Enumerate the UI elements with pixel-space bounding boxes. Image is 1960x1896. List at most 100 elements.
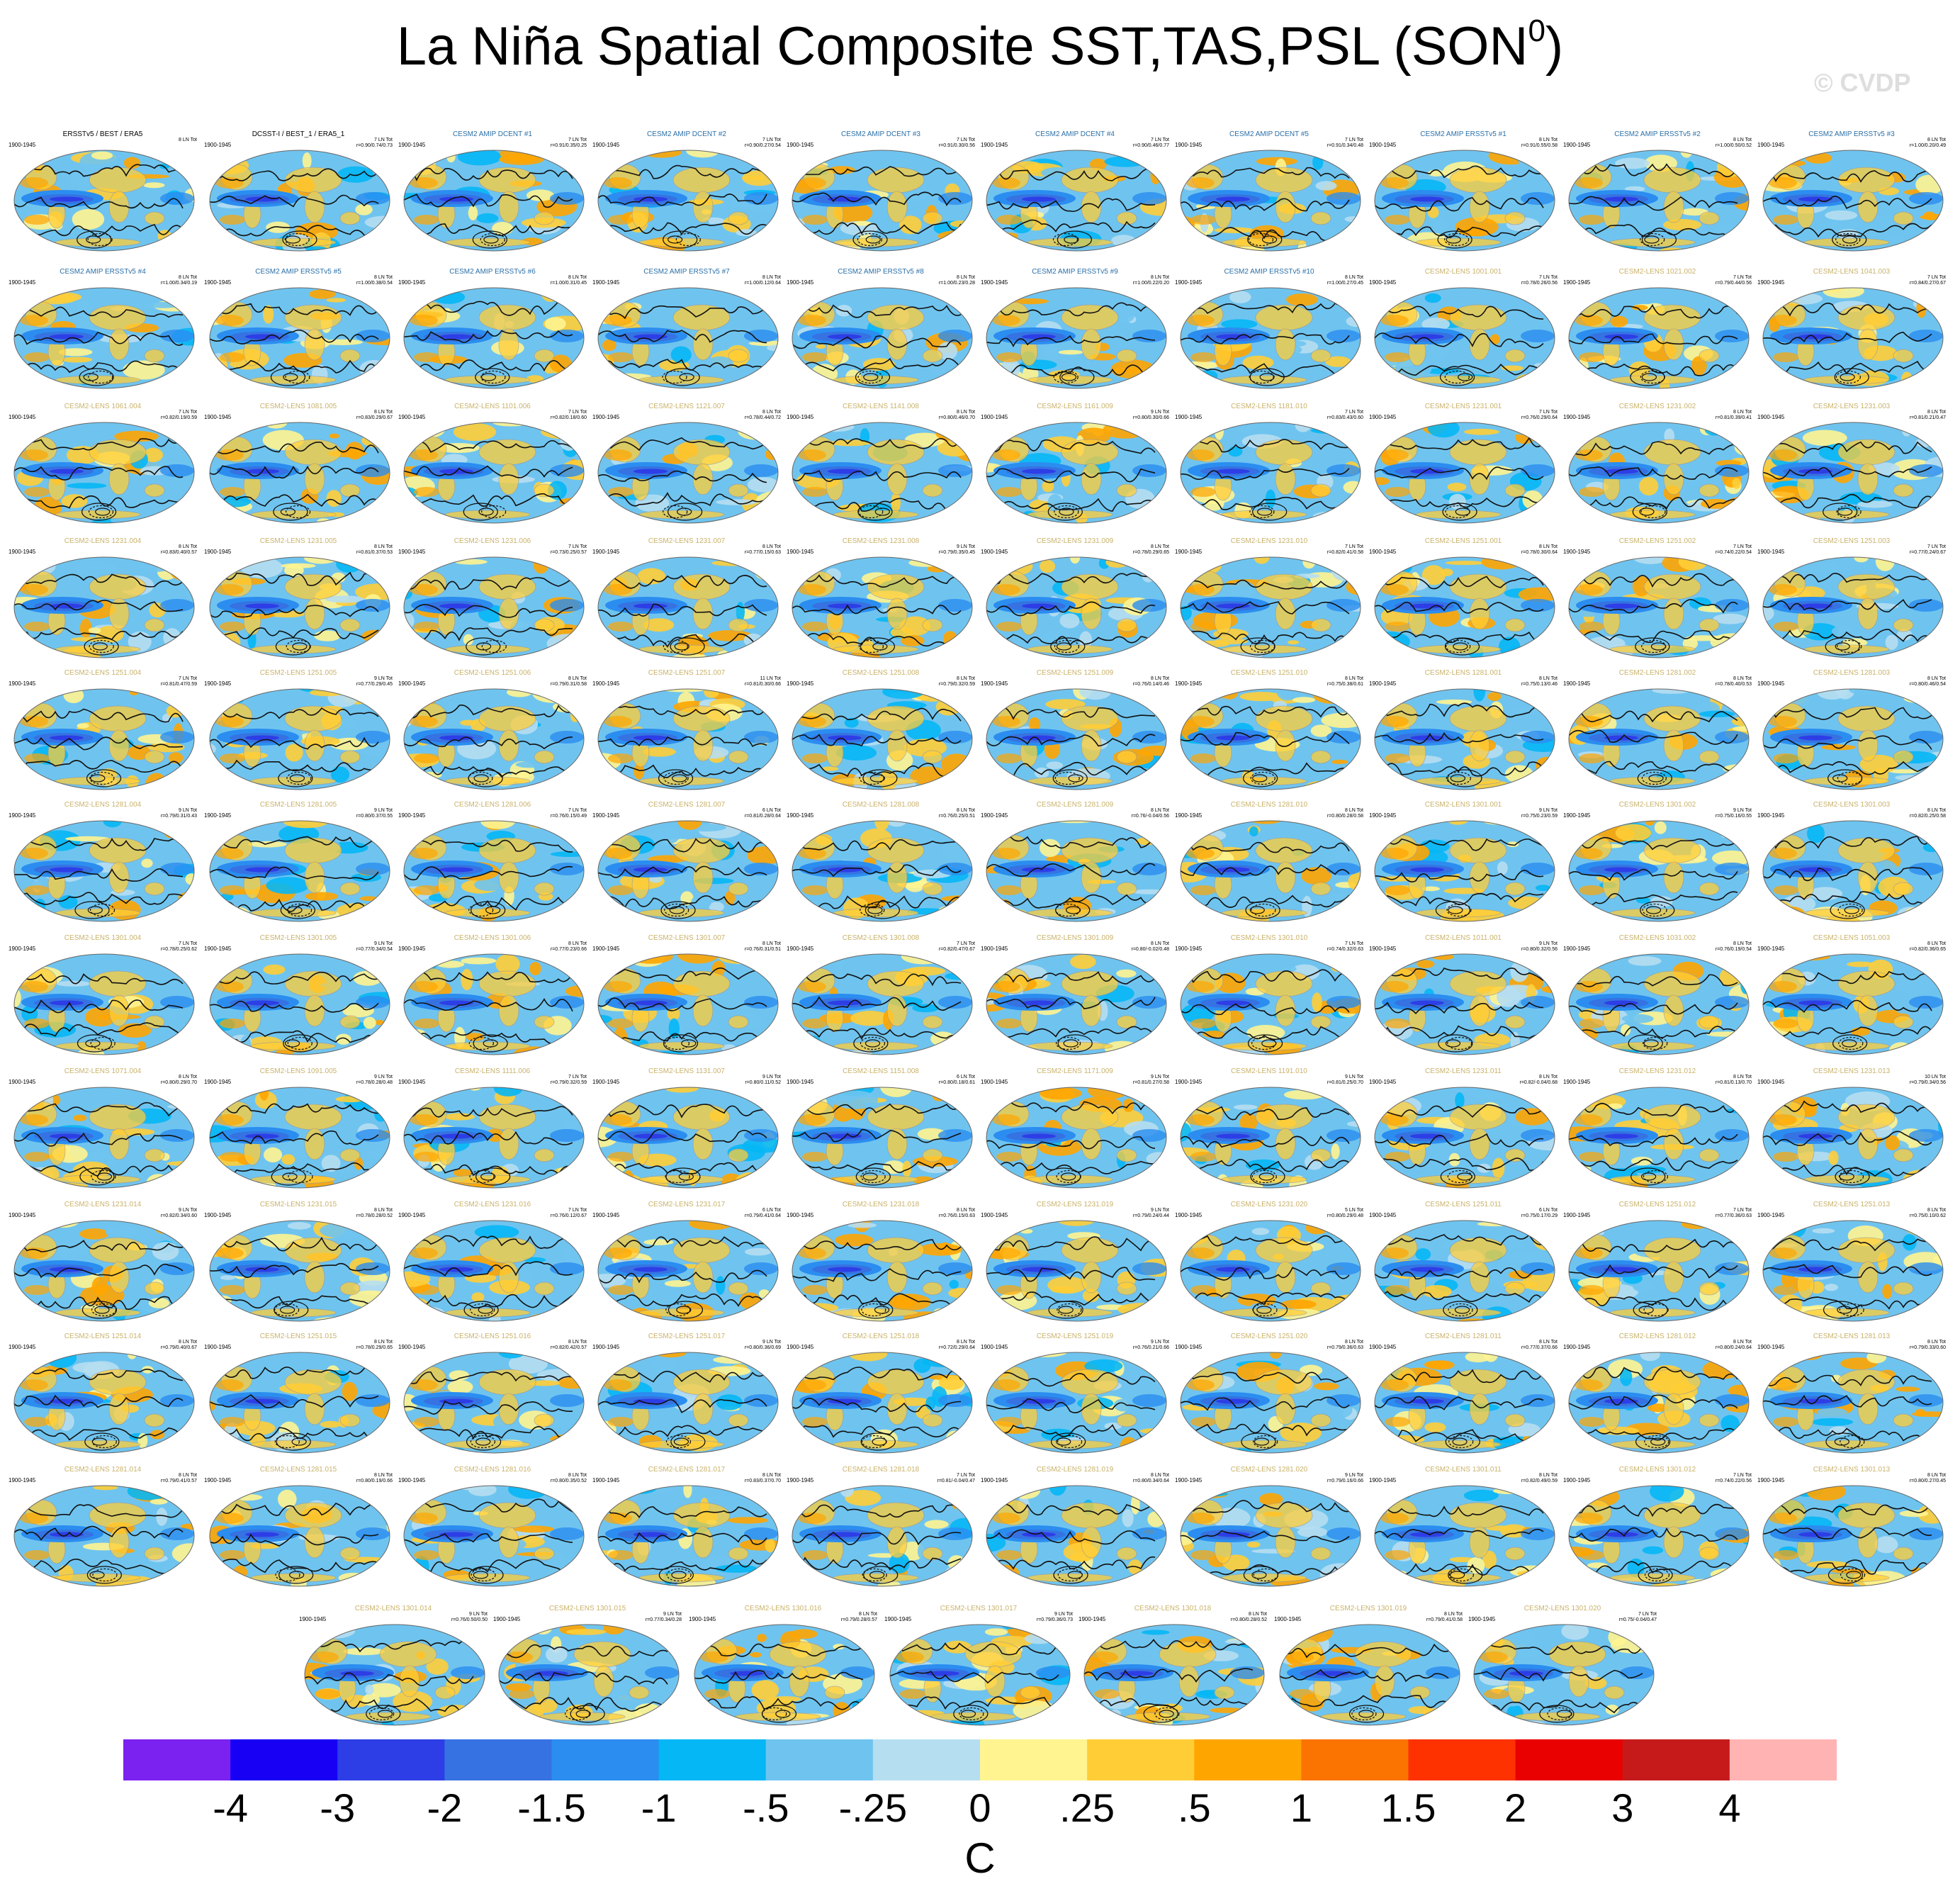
panel-stat-line: 7 LN Tot [1716, 1473, 1752, 1479]
panel-stat-line: 7 LN Tot [551, 544, 587, 550]
map-panel: CESM2-LENS 1161.009 1900-1945 9 LN Tot r=0.… [979, 403, 1171, 532]
map-panel: CESM2-LENS 1251.011 1900-1945 6 LN Tot r=0.… [1368, 1201, 1559, 1330]
panel-period: 1900-1945 [689, 1616, 716, 1622]
panel-stat-line: 8 LN Tot [1327, 676, 1363, 682]
panel-stat-line: r=0.76/0.29/0.64 [1521, 415, 1558, 421]
panel-map [1762, 556, 1944, 659]
map-panel: CESM2-LENS 1301.005 1900-1945 9 LN Tot r=0.… [203, 934, 394, 1063]
panel-period: 1900-1945 [1369, 279, 1396, 286]
panel-stat-line: r=0.76/0.50/0.50 [451, 1617, 488, 1623]
map-panel: CESM2-LENS 1301.011 1900-1945 8 LN Tot r=0.… [1368, 1466, 1559, 1595]
panel-stats: 8 LN Tot r=0.75/0.38/0.61 [1327, 676, 1363, 688]
map-panel: CESM2-LENS 1251.009 1900-1945 8 LN Tot r=0.… [979, 669, 1171, 798]
map-panel: CESM2-LENS 1301.007 1900-1945 8 LN Tot r=0.… [591, 934, 782, 1063]
panel-stats: 6 LN Tot r=0.75/0.17/0.29 [1521, 1208, 1558, 1219]
panel-period: 1900-1945 [9, 142, 35, 148]
panel-stats: 9 LN Tot r=0.82/0.34/0.60 [161, 1208, 197, 1219]
panel-period: 1900-1945 [787, 142, 813, 148]
panel-map [985, 421, 1168, 525]
panel-stat-line: r=0.90/0.27/0.54 [745, 143, 781, 149]
panel-map [1567, 286, 1750, 390]
panel-stats: 8 LN Tot r=0.79/0.28/0.57 [841, 1612, 877, 1623]
map-panel: CESM2-LENS 1251.020 1900-1945 8 LN Tot r=0.… [1173, 1333, 1365, 1462]
panel-period: 1900-1945 [981, 1344, 1008, 1350]
panel-stats: 7 LN Tot r=0.90/0.27/0.54 [745, 138, 781, 149]
map-panel: CESM2-LENS 1281.011 1900-1945 8 LN Tot r=0.… [1368, 1333, 1559, 1462]
panel-period: 1900-1945 [981, 1079, 1008, 1085]
panel-stat-line: r=0.90/0.46/0.77 [1133, 143, 1169, 149]
panel-stat-line: 11 LN Tot [745, 676, 781, 682]
panel-stats: 7 LN Tot r=0.90/0.74/0.73 [356, 138, 393, 149]
colorbar-swatch [1409, 1739, 1516, 1780]
panel-stat-line: 8 LN Tot [745, 410, 781, 415]
panel-stat-line: r=0.78/0.28/0.48 [356, 1080, 393, 1086]
panel-map [889, 1623, 1071, 1727]
panel-stat-line: 8 LN Tot [551, 1340, 587, 1345]
panel-stat-line: 8 LN Tot [551, 676, 587, 682]
map-panel: CESM2 AMIP DCENT #3 1900-1945 7 LN Tot r=0.… [785, 130, 976, 259]
panel-stat-line: r=0.75/0.13/0.46 [1521, 682, 1558, 688]
panel-period: 1900-1945 [787, 680, 813, 687]
panel-stat-line: 7 LN Tot [551, 1075, 587, 1080]
colorbar-tick-label: .25 [1059, 1786, 1115, 1830]
map-panel: CESM2-LENS 1301.012 1900-1945 7 LN Tot r=0.… [1562, 1466, 1753, 1595]
panel-stat-line: 8 LN Tot [1910, 808, 1946, 814]
panel-stat-line: 8 LN Tot [1521, 676, 1558, 682]
panel-period: 1900-1945 [1175, 549, 1202, 555]
panel-period: 1900-1945 [398, 1477, 425, 1483]
panel-period: 1900-1945 [787, 1212, 813, 1218]
panel-map [985, 953, 1168, 1056]
map-panel: CESM2-LENS 1281.009 1900-1945 8 LN Tot r=0.… [979, 801, 1171, 930]
panel-map [985, 149, 1168, 252]
panel-period: 1900-1945 [1175, 946, 1202, 952]
map-panel: CESM2-LENS 1081.005 1900-1945 8 LN Tot r=0.… [203, 403, 394, 532]
panel-stat-line: r=0.79/0.28/0.57 [841, 1617, 877, 1623]
panel-stat-line: 9 LN Tot [1133, 1208, 1169, 1213]
panel-stats: 8 LN Tot r=0.81/0.13/0.70 [1716, 1075, 1752, 1086]
panel-stats: 7 LN Tot r=0.76/0.15/0.49 [551, 808, 587, 819]
panel-stats: 8 LN Tot r=0.76/0.19/0.54 [1716, 941, 1752, 953]
panel-period: 1900-1945 [299, 1616, 326, 1622]
panel-map [208, 286, 391, 390]
colorbar-tick-label: 3 [1611, 1786, 1633, 1830]
panel-stat-line: r=0.79/0.35/0.45 [939, 550, 975, 556]
panel-period: 1900-1945 [981, 680, 1008, 687]
panel-stats: 9 LN Tot r=0.81/0.27/0.58 [1133, 1075, 1169, 1086]
panel-stat-line: r=0.79/0.33/0.60 [1910, 1345, 1946, 1351]
panel-period: 1900-1945 [9, 946, 35, 952]
panel-period: 1900-1945 [1757, 1079, 1784, 1085]
panel-stat-line: r=0.80/0.28/0.52 [1231, 1617, 1267, 1623]
map-panel: CESM2-LENS 1301.014 1900-1945 9 LN Tot r=0.… [298, 1605, 489, 1734]
panel-stats: 7 LN Tot r=0.91/0.34/0.48 [1327, 138, 1363, 149]
map-panel: CESM2-LENS 1251.003 1900-1945 7 LN Tot r=0.… [1756, 537, 1947, 666]
panel-stats: 6 LN Tot r=0.80/0.18/0.61 [939, 1075, 975, 1086]
panel-grid: ERSSTv5 / BEST / ERA5 1900-1945 8 LN Tot DC… [0, 0, 1960, 1715]
panel-period: 1900-1945 [592, 1079, 619, 1085]
panel-stat-line: 8 LN Tot [1131, 808, 1169, 814]
panel-stats: 9 LN Tot r=0.75/0.16/0.55 [1716, 808, 1752, 819]
map-panel: CESM2-LENS 1251.005 1900-1945 9 LN Tot r=0.… [203, 669, 394, 798]
map-panel: CESM2 AMIP DCENT #5 1900-1945 7 LN Tot r=0.… [1173, 130, 1365, 259]
panel-stat-line: r=0.75/0.16/0.55 [1716, 814, 1752, 819]
map-panel: CESM2-LENS 1301.006 1900-1945 8 LN Tot r=0.… [397, 934, 588, 1063]
map-panel: CESM2-LENS 1251.014 1900-1945 8 LN Tot r=0.… [7, 1333, 198, 1462]
panel-map [208, 819, 391, 923]
panel-period: 1900-1945 [9, 680, 35, 687]
panel-stat-line: r=0.78/0.29/0.65 [1133, 550, 1169, 556]
map-panel: CESM2-LENS 1111.006 1900-1945 7 LN Tot r=0.… [397, 1067, 588, 1196]
panel-stat-line: 8 LN Tot [1327, 275, 1363, 281]
panel-stats: 7 LN Tot r=0.76/0.29/0.64 [1521, 410, 1558, 421]
panel-stats: 8 LN Tot r=0.81/0.21/0.47 [1910, 410, 1946, 421]
panel-stat-line: 8 LN Tot [1133, 1473, 1169, 1479]
panel-period: 1900-1945 [1757, 680, 1784, 687]
panel-stats: 9 LN Tot r=0.81/0.25/0.70 [1327, 1075, 1363, 1086]
panel-map [13, 1351, 196, 1454]
panel-stats: 8 LN Tot r=1.00/0.31/0.45 [551, 275, 587, 286]
map-panel: CESM2-LENS 1281.001 1900-1945 8 LN Tot r=0.… [1368, 669, 1559, 798]
panel-stats: 8 LN Tot r=1.00/0.12/0.64 [745, 275, 781, 286]
panel-stat-line: 7 LN Tot [745, 138, 781, 143]
panel-period: 1900-1945 [981, 142, 1008, 148]
panel-stats: 9 LN Tot r=0.77/0.34/0.54 [356, 941, 393, 953]
panel-map [985, 1351, 1168, 1454]
panel-period: 1900-1945 [1757, 549, 1784, 555]
